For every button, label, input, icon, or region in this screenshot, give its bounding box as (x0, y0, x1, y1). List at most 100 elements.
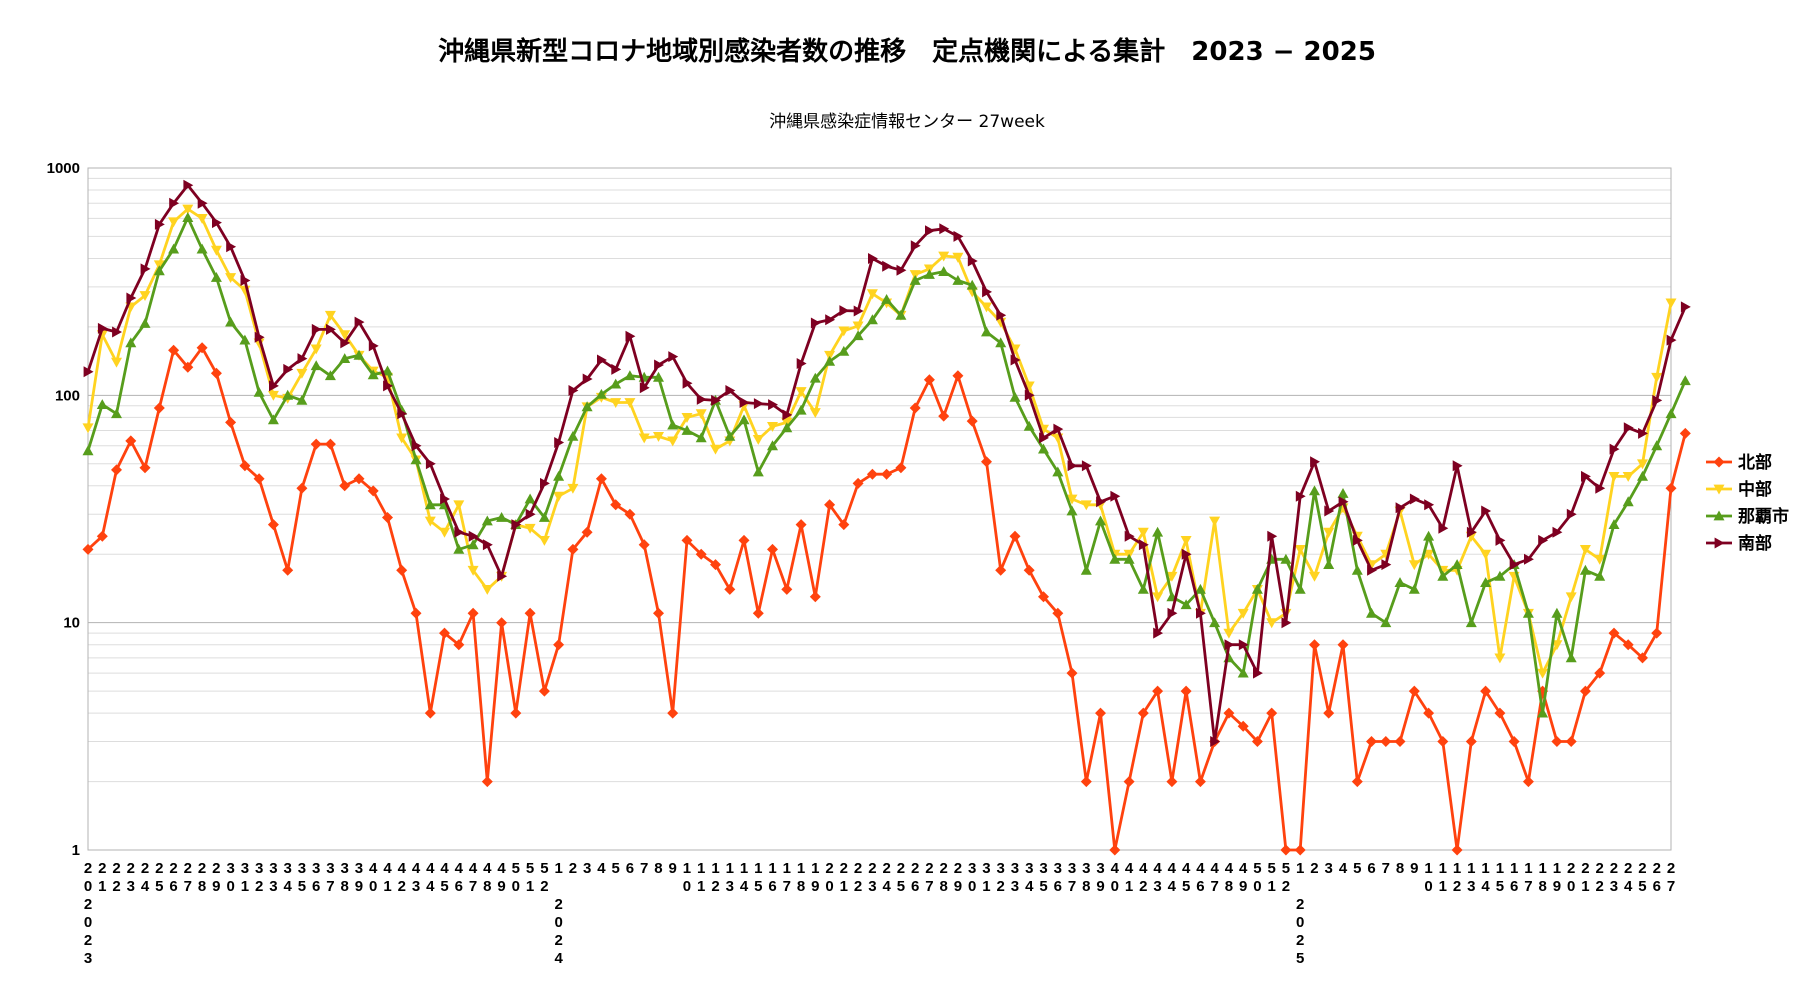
legend-label: 南部 (1738, 533, 1772, 554)
data-point (881, 294, 893, 304)
data-point (496, 512, 508, 522)
data-point (1309, 571, 1320, 582)
data-point (1137, 583, 1149, 594)
data-point (1152, 592, 1164, 603)
data-point (125, 337, 137, 348)
data-point (1109, 844, 1121, 856)
data-point (1224, 639, 1235, 651)
data-point (925, 225, 935, 237)
data-point (339, 330, 351, 341)
data-point (1551, 607, 1563, 618)
data-point (881, 468, 893, 480)
data-point (324, 370, 336, 381)
data-point (739, 397, 750, 408)
data-point (866, 468, 878, 480)
data-point (868, 253, 878, 264)
data-point (1053, 423, 1064, 435)
data-point (310, 344, 322, 355)
data-point (1152, 526, 1164, 537)
data-point (695, 409, 707, 420)
data-point (681, 534, 693, 546)
data-point (168, 217, 180, 228)
data-point (1651, 627, 1663, 639)
data-point (1437, 736, 1449, 747)
data-point (439, 527, 450, 538)
data-point (1253, 667, 1263, 679)
data-point (581, 401, 593, 412)
data-point (1423, 530, 1435, 541)
data-point (938, 266, 950, 276)
data-point (725, 385, 736, 396)
data-point (681, 413, 693, 423)
data-point (1066, 494, 1078, 505)
data-point (1323, 527, 1335, 538)
data-point (1023, 564, 1035, 576)
data-point (1608, 519, 1620, 529)
data-point (1209, 516, 1221, 527)
data-point (1294, 844, 1306, 856)
data-point (1280, 553, 1292, 564)
data-point (1595, 482, 1606, 494)
data-point (482, 539, 493, 551)
data-point (1237, 667, 1249, 678)
x-tick-label: 2 (569, 860, 577, 877)
data-point (324, 310, 336, 321)
data-point (269, 380, 279, 392)
data-point (297, 353, 308, 365)
data-point (1665, 298, 1677, 309)
data-point (1295, 490, 1306, 502)
data-point (1437, 570, 1449, 581)
data-point (654, 359, 664, 371)
data-point (410, 607, 422, 619)
data-point (966, 279, 978, 290)
data-point (226, 241, 237, 253)
data-point (1522, 776, 1534, 788)
data-point (439, 627, 450, 639)
data-series (82, 179, 1691, 856)
data-point (1394, 577, 1406, 587)
data-point (310, 360, 322, 371)
y-tick-label: 1 (72, 842, 80, 859)
data-point (909, 275, 921, 285)
data-point (667, 419, 679, 430)
data-point (996, 309, 1007, 321)
data-point (1366, 736, 1377, 747)
data-point (695, 548, 707, 560)
y-tick-label: 1000 (47, 160, 80, 177)
data-point (396, 564, 408, 576)
data-point (112, 326, 122, 338)
data-point (425, 458, 436, 470)
data-point (1579, 685, 1591, 697)
data-point (139, 462, 151, 474)
data-point (581, 526, 593, 538)
data-point (610, 398, 622, 408)
data-point (1466, 526, 1477, 538)
data-point (1495, 534, 1506, 546)
data-point (1609, 443, 1620, 455)
data-point (382, 365, 393, 376)
data-point (667, 436, 679, 447)
